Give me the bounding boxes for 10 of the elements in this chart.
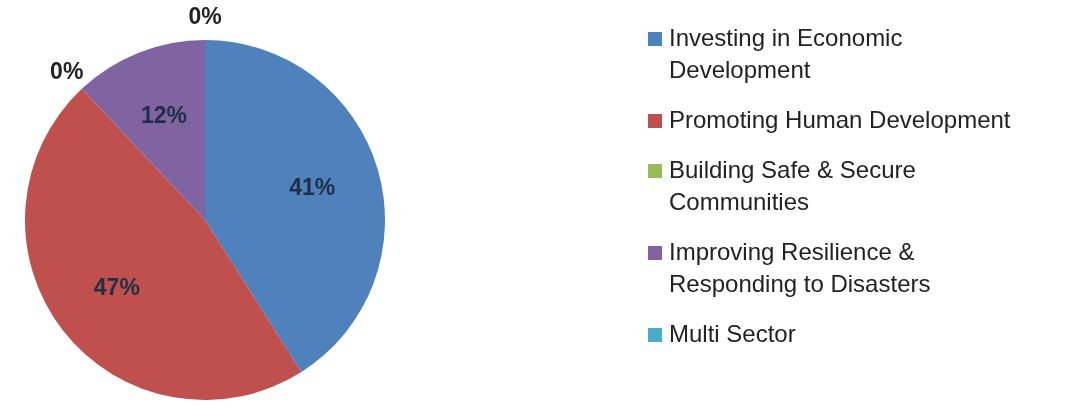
legend-label: Building Safe & Secure Communities <box>669 155 917 217</box>
text: 0% <box>50 58 84 85</box>
legend-label: Investing in Economic Development <box>669 23 904 85</box>
legend-label: Improving Resilience & Responding to Disasters <box>669 237 932 299</box>
legend-label: Multi Sector <box>669 319 796 349</box>
data-label: 47% <box>93 273 140 300</box>
text: 0% <box>188 3 222 30</box>
legend-label: Promoting Human Development <box>669 105 1011 135</box>
data-label: 12% <box>140 101 187 128</box>
data-label: 41% <box>289 174 336 201</box>
